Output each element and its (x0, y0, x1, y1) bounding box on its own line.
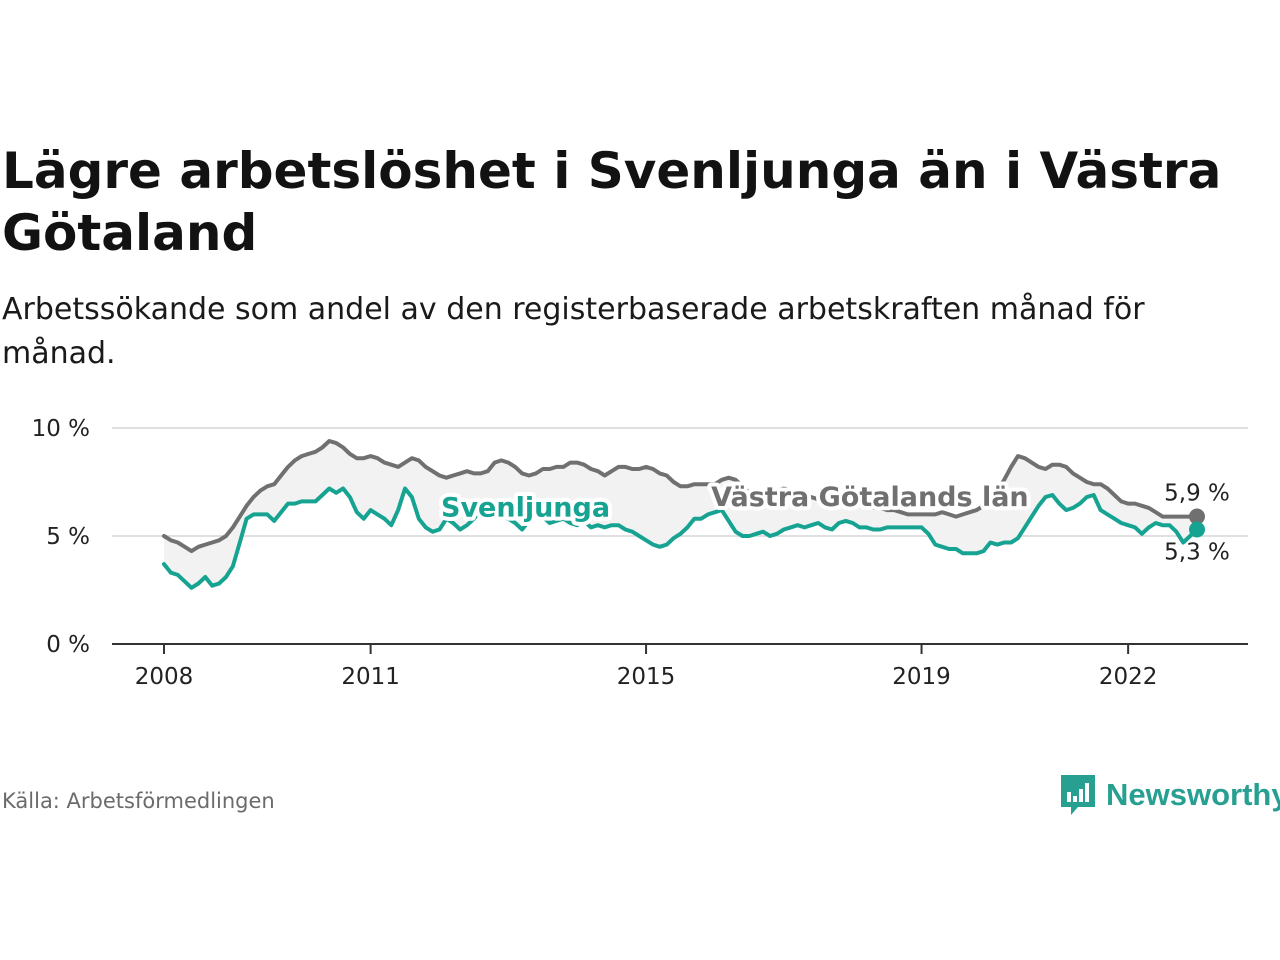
x-tick-label: 2019 (892, 664, 951, 690)
line-chart: 0 % 5 % 10 % 2008 2011 2015 2019 2022 Svenljun… (32, 416, 1248, 690)
newsworthy-logo: Newsworthy (1058, 772, 1280, 818)
gridlines: 0 % 5 % 10 % (32, 416, 1248, 658)
y-tick-label: 5 % (46, 524, 90, 550)
x-tick-label: 2022 (1099, 664, 1158, 690)
y-tick-label: 10 % (32, 416, 90, 442)
source-note: Källa: Arbetsförmedlingen (2, 789, 275, 813)
series-line-vastra-gotaland (162, 439, 1199, 554)
series-label-halo: Svenljunga (441, 493, 610, 524)
series-label: Västra Götalands län (711, 482, 1029, 513)
x-tick-label: 2011 (341, 664, 400, 690)
y-tick-label: 0 % (46, 632, 90, 658)
chart-title: Lägre arbetslöshet i Svenljunga än i Väs… (2, 142, 1222, 262)
series-line-svenljunga (162, 486, 1199, 590)
end-marker-svenljunga (1189, 521, 1205, 538)
end-label-vastra-gotaland: 5,9 % (1164, 481, 1230, 507)
x-tick-label: 2015 (617, 664, 676, 690)
newsworthy-bar-chart-icon (1061, 775, 1095, 815)
series-label: Svenljunga (441, 493, 610, 524)
series-label-halo: Västra Götalands län (711, 482, 1029, 513)
gap-band (164, 441, 1197, 588)
end-marker-vastra-gotaland (1189, 508, 1205, 525)
logo-text: Newsworthy (1106, 777, 1280, 812)
x-axis: 2008 2011 2015 2019 2022 (112, 643, 1248, 690)
end-label-svenljunga: 5,3 % (1164, 540, 1230, 566)
chart-subtitle: Arbetssökande som andel av den registerb… (2, 292, 1145, 371)
series-lines (162, 439, 1205, 590)
x-tick-label: 2008 (135, 664, 194, 690)
